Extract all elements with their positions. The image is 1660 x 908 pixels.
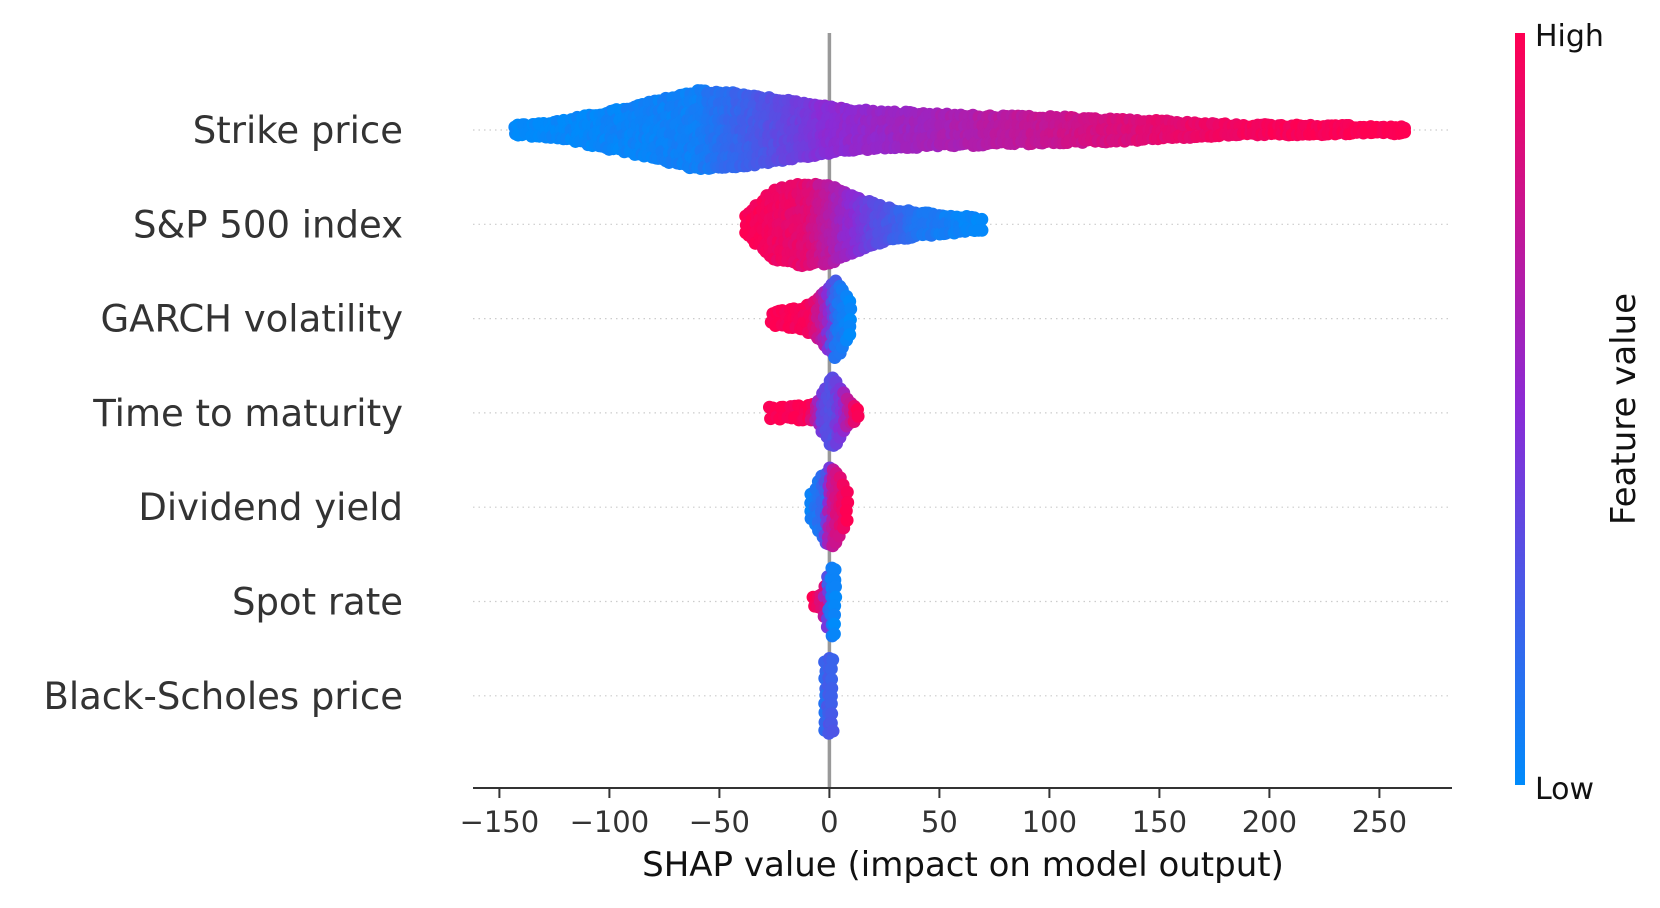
x-tick-label: 50 [921, 805, 958, 839]
shap-dot [826, 724, 840, 738]
shap-dot [825, 672, 839, 686]
x-ticks: −150 −100 −50 0 50 100 150 200 250 [460, 788, 1407, 839]
x-tick-label: −50 [689, 805, 750, 839]
shap-dot [824, 697, 838, 711]
feature-label: Black-Scholes price [43, 675, 403, 718]
x-tick-label: −100 [570, 805, 650, 839]
feature-label: GARCH volatility [100, 298, 403, 341]
x-axis: −150 −100 −50 0 50 100 150 200 250 [460, 787, 1452, 839]
x-tick-label: 0 [820, 805, 838, 839]
shap-dot [825, 707, 839, 721]
shap-dot [828, 580, 842, 594]
x-tick-label: 200 [1242, 805, 1297, 839]
colorbar-gradient [1515, 33, 1525, 785]
shap-dot [851, 409, 865, 423]
feature-label: Spot rate [232, 581, 403, 624]
colorbar-title: Feature value [1604, 293, 1644, 525]
x-tick-label: −150 [460, 805, 540, 839]
feature-label: Time to maturity [92, 392, 403, 435]
x-tick-label: 150 [1132, 805, 1187, 839]
shap-dot [844, 302, 858, 316]
shap-dot [975, 212, 989, 226]
feature-label: S&P 500 index [133, 203, 403, 246]
x-tick-label: 250 [1352, 805, 1407, 839]
colorbar: High Low Feature value [1515, 19, 1644, 807]
shap-dot [843, 328, 857, 342]
shap-dot [828, 599, 842, 613]
x-axis-title: SHAP value (impact on model output) [642, 845, 1284, 885]
shap-dot [828, 608, 842, 622]
shap-dot [840, 513, 854, 527]
shap-dot [827, 617, 841, 631]
feature-label: Strike price [193, 109, 403, 152]
feature-labels: Strike price S&P 500 index GARCH volatilit… [43, 109, 403, 718]
shap-dot [840, 485, 854, 499]
shap-dot [975, 223, 989, 237]
shap-dot [827, 627, 841, 641]
shap-dot [828, 563, 842, 577]
shap-dot [824, 662, 838, 676]
x-tick-label: 100 [1022, 805, 1077, 839]
shap-dot [839, 504, 853, 518]
feature-label: Dividend yield [138, 486, 403, 529]
colorbar-high-label: High [1535, 19, 1604, 54]
colorbar-low-label: Low [1535, 772, 1594, 807]
shap-dot [1398, 125, 1412, 139]
shap-dots [508, 84, 1412, 740]
